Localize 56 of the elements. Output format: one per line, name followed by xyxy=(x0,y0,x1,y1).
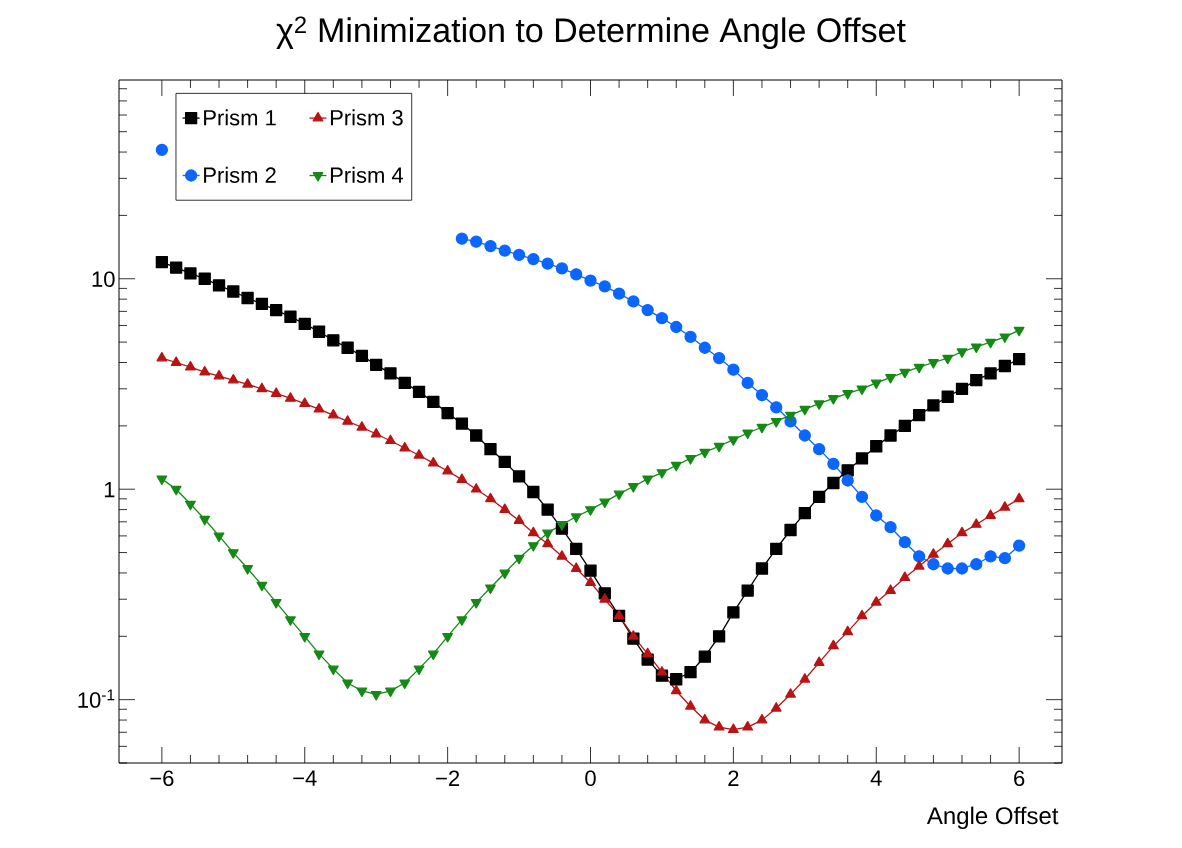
point xyxy=(898,536,911,549)
point xyxy=(698,341,711,354)
point xyxy=(755,388,769,402)
legend-label: Prism 2 xyxy=(204,166,276,183)
x-tick-label: −6 xyxy=(150,770,174,787)
point xyxy=(827,457,840,470)
x-tick-label: −2 xyxy=(436,770,460,786)
x-tick-label: 2 xyxy=(728,770,739,786)
point xyxy=(512,248,526,261)
point xyxy=(998,552,1012,565)
point xyxy=(712,351,726,365)
point xyxy=(598,280,611,293)
point xyxy=(498,244,511,257)
point xyxy=(655,311,669,325)
point xyxy=(584,274,597,287)
point xyxy=(812,443,826,456)
point xyxy=(484,239,497,253)
legend-label: Prism 1 xyxy=(204,109,276,126)
point xyxy=(470,235,483,248)
point xyxy=(941,562,954,575)
y-tick-label: 10$^{-1}$ xyxy=(78,689,115,708)
point xyxy=(612,287,626,300)
point xyxy=(541,257,554,270)
legend-label: Prism 4 xyxy=(330,166,404,183)
point xyxy=(841,474,854,487)
y-tick-label: 1 xyxy=(104,482,115,498)
point xyxy=(1013,539,1026,552)
x-tick-label: 0 xyxy=(585,770,596,787)
point xyxy=(870,509,883,522)
point xyxy=(770,401,783,414)
point xyxy=(727,363,740,376)
y-tick-label: 10 xyxy=(92,271,115,287)
x-axis-title: Angle Offset xyxy=(926,806,1059,829)
point xyxy=(641,303,654,317)
point xyxy=(912,550,926,563)
point xyxy=(798,429,811,442)
point xyxy=(741,376,754,390)
point xyxy=(155,143,169,156)
point xyxy=(684,330,697,343)
point xyxy=(927,558,940,571)
chart-title: χ$^{2}$ Minimization to Determine Angle Offset xyxy=(276,16,906,50)
point xyxy=(970,558,983,571)
point xyxy=(884,521,897,534)
point xyxy=(984,550,997,563)
x-tick-label: 6 xyxy=(1014,770,1025,787)
point xyxy=(455,232,469,245)
point xyxy=(955,562,969,575)
point xyxy=(670,320,683,334)
point xyxy=(555,262,569,275)
point xyxy=(855,490,869,503)
x-tick-label: −4 xyxy=(293,770,317,786)
point xyxy=(627,295,640,308)
legend-label: Prism 3 xyxy=(330,109,403,126)
point xyxy=(570,268,583,281)
point xyxy=(527,252,540,266)
x-tick-label: 4 xyxy=(870,770,882,786)
